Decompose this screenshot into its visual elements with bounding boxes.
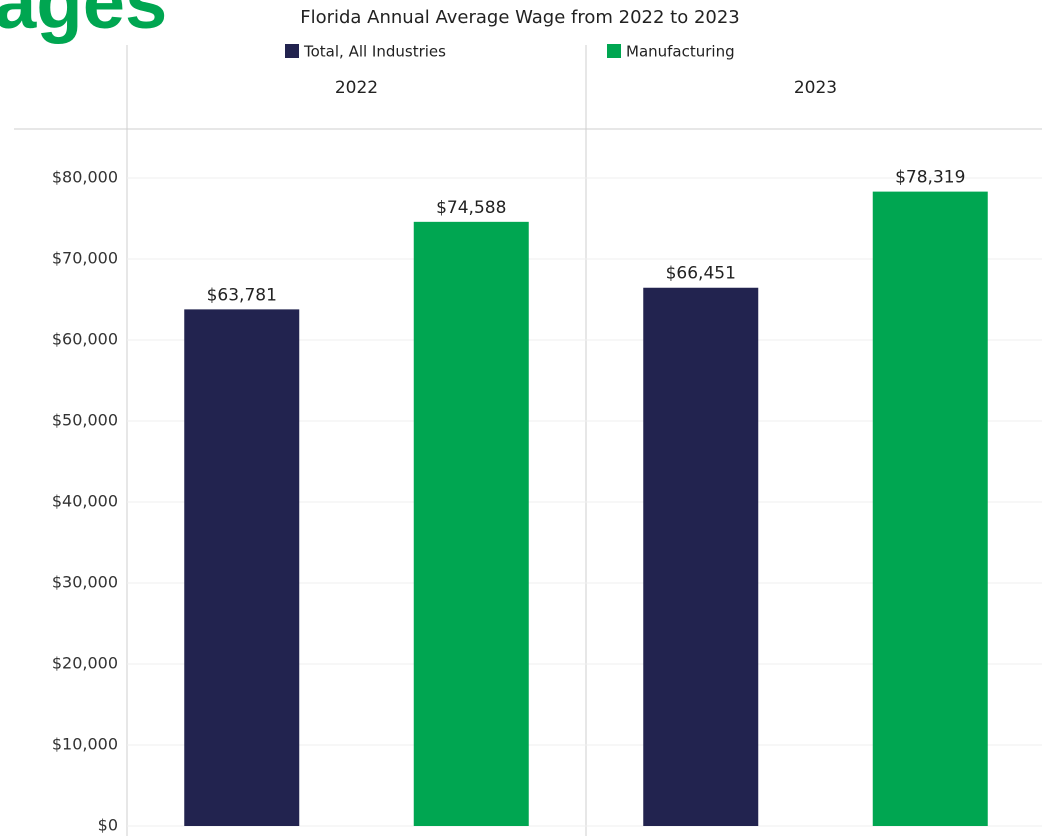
value-label: $78,319 xyxy=(895,168,965,188)
y-tick-label: $30,000 xyxy=(52,573,118,592)
legend-label: Total, All Industries xyxy=(303,43,446,61)
legend-swatch xyxy=(607,44,621,58)
bar xyxy=(184,309,300,826)
heading: ages xyxy=(0,0,167,45)
y-tick-label: $50,000 xyxy=(52,411,118,430)
bar xyxy=(872,191,988,827)
category-label: 2022 xyxy=(335,78,378,98)
legend-label: Manufacturing xyxy=(626,43,735,61)
value-label: $63,781 xyxy=(207,285,277,305)
bar xyxy=(413,221,529,826)
chart-title: Florida Annual Average Wage from 2022 to… xyxy=(300,7,740,28)
y-tick-label: $70,000 xyxy=(52,249,118,268)
bar xyxy=(643,287,759,826)
category-label: 2023 xyxy=(794,78,837,98)
y-tick-label: $40,000 xyxy=(52,492,118,511)
y-tick-label: $20,000 xyxy=(52,654,118,673)
legend-swatch xyxy=(285,44,299,58)
y-tick-label: $10,000 xyxy=(52,735,118,754)
y-tick-label: $60,000 xyxy=(52,330,118,349)
y-tick-label: $0 xyxy=(98,816,118,835)
value-label: $74,588 xyxy=(436,198,506,218)
y-tick-label: $80,000 xyxy=(52,168,118,187)
value-label: $66,451 xyxy=(666,264,736,284)
